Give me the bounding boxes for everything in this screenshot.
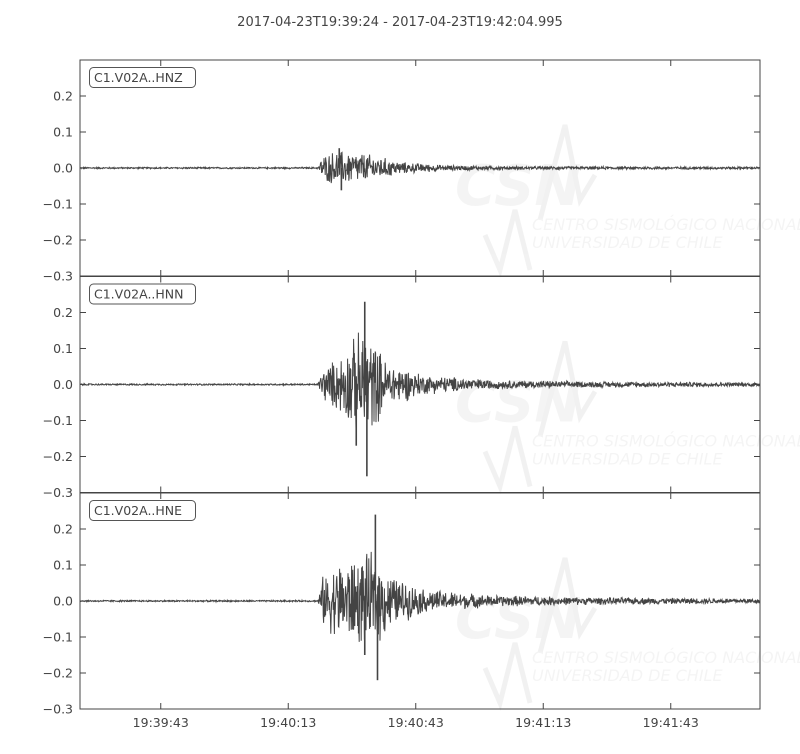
y-tick-label: −0.2 (43, 233, 73, 248)
watermark-line2: UNIVERSIDAD DE CHILE (532, 450, 723, 469)
watermark-line2: UNIVERSIDAD DE CHILE (532, 666, 723, 685)
y-tick-label: −0.1 (43, 413, 73, 428)
watermark-text: CSN (455, 587, 581, 652)
watermark-text: CSN (455, 371, 581, 436)
y-tick-label: 0.0 (53, 594, 73, 609)
y-tick-label: −0.2 (43, 666, 73, 681)
trace-label-box (89, 283, 196, 305)
waveform-trace (79, 332, 761, 429)
y-tick-label: 0.2 (53, 305, 73, 320)
y-tick-label: 0.1 (53, 125, 73, 140)
y-tick-label: 0.2 (53, 89, 73, 104)
y-tick-label: −0.3 (43, 485, 73, 500)
trace-label: C1.V02A..HNN (94, 287, 184, 302)
waveform-trace (79, 551, 761, 642)
x-tick-label: 19:41:13 (515, 715, 571, 730)
chart-title: 2017-04-23T19:39:24 - 2017-04-23T19:42:0… (237, 15, 563, 30)
y-tick-label: −0.3 (43, 269, 73, 284)
y-tick-label: 0.1 (53, 558, 73, 573)
trace-label: C1.V02A..HNE (94, 503, 182, 518)
watermark-wave (482, 340, 598, 495)
watermark-line1: CENTRO SISMOLÓGICO NACIONAL (532, 432, 800, 451)
waveform-trace (80, 151, 761, 184)
y-tick-label: 0.1 (53, 341, 73, 356)
x-tick-label: 19:40:13 (260, 715, 316, 730)
y-tick-label: −0.1 (43, 197, 73, 212)
trace-label-box (89, 67, 196, 88)
watermark-line2: UNIVERSIDAD DE CHILE (532, 233, 723, 252)
x-tick-label: 19:41:43 (643, 715, 699, 730)
y-tick-label: 0.2 (53, 522, 73, 537)
x-tick-label: 19:39:43 (133, 715, 189, 730)
trace-label-box (89, 500, 196, 521)
y-tick-label: −0.3 (43, 702, 73, 717)
watermark-line1: CENTRO SISMOLÓGICO NACIONAL (532, 215, 800, 234)
watermark-line1: CENTRO SISMOLÓGICO NACIONAL (532, 648, 800, 667)
y-tick-label: 0.0 (53, 161, 73, 176)
watermark-wave (482, 124, 598, 278)
trace-label: C1.V02A..HNZ (94, 70, 183, 85)
y-tick-label: 0.0 (53, 377, 73, 392)
y-tick-label: −0.2 (43, 449, 73, 464)
watermark-text: CSN (455, 154, 581, 219)
x-tick-label: 19:40:43 (388, 715, 444, 730)
y-tick-label: −0.1 (43, 630, 73, 645)
watermark-wave (482, 557, 598, 711)
